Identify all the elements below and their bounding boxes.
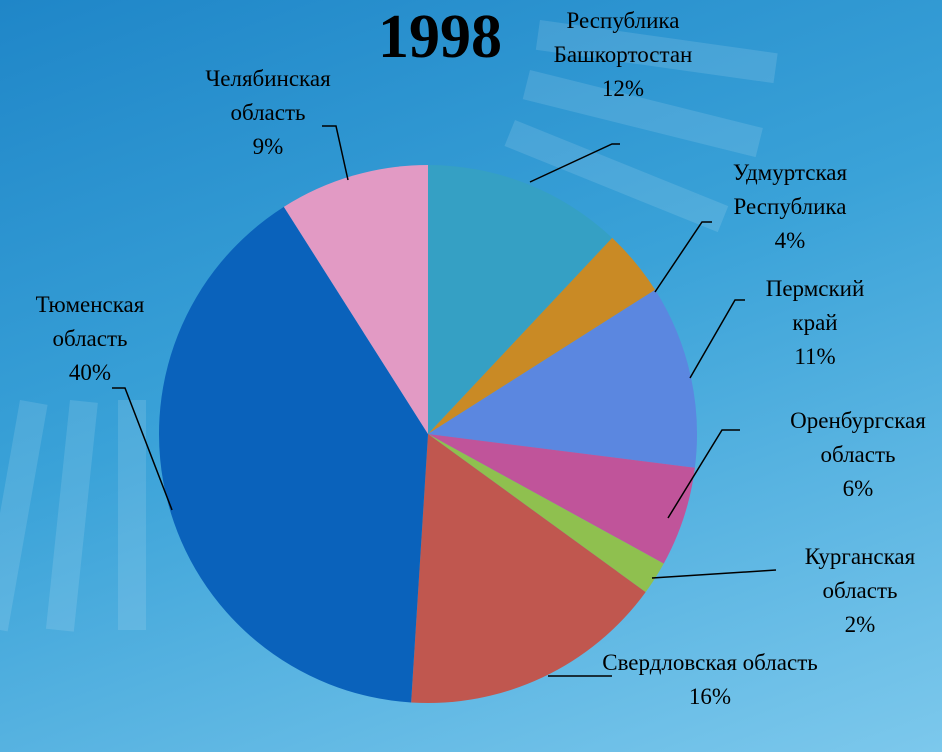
pie-slice: [283, 165, 428, 434]
value-label: 4%: [774, 228, 806, 253]
chart-title: 1998: [378, 3, 502, 71]
leader-line: [654, 221, 712, 293]
slice-label: Пермский край 11%: [750, 272, 880, 374]
slice-label: Свердловская область 16%: [600, 646, 820, 714]
leader-line: [112, 387, 173, 511]
leader-line: [667, 429, 740, 519]
pie-slice: [428, 289, 697, 468]
category-label: Челябинская область: [205, 66, 331, 125]
leader-line: [689, 299, 745, 379]
leader-line: [529, 143, 620, 183]
category-label: Курганская область: [804, 544, 916, 603]
leader-line: [322, 125, 349, 181]
slice-label: Курганская область 2%: [770, 540, 942, 642]
category-label: Удмуртская Республика: [732, 160, 848, 219]
pie-slice: [411, 434, 646, 703]
value-label: 6%: [842, 476, 874, 501]
value-label: 40%: [68, 360, 112, 385]
category-label: Республика Башкортостан: [553, 8, 693, 67]
slice-label: Оренбургская область 6%: [768, 404, 942, 506]
background-stripes: [0, 20, 778, 632]
value-label: 9%: [252, 134, 284, 159]
value-label: 11%: [794, 344, 836, 369]
pie-slice: [428, 165, 613, 434]
slice-label: Удмуртская Республика 4%: [705, 156, 875, 258]
pie-slice: [428, 434, 695, 564]
pie-slice: [428, 434, 664, 593]
pie-slice: [159, 206, 428, 703]
category-label: Свердловская область: [602, 650, 818, 675]
pie-slice: [428, 237, 656, 434]
category-label: Тюменская область: [35, 292, 145, 351]
slice-label: Республика Башкортостан 12%: [548, 4, 698, 106]
category-label: Пермский край: [765, 276, 865, 335]
slice-label: Челябинская область 9%: [168, 62, 368, 164]
leader-line: [651, 569, 777, 579]
value-label: 2%: [844, 612, 876, 637]
value-label: 12%: [601, 76, 645, 101]
slice-label: Тюменская область 40%: [0, 288, 180, 390]
category-label: Оренбургская область: [790, 408, 926, 467]
value-label: 16%: [688, 684, 732, 709]
